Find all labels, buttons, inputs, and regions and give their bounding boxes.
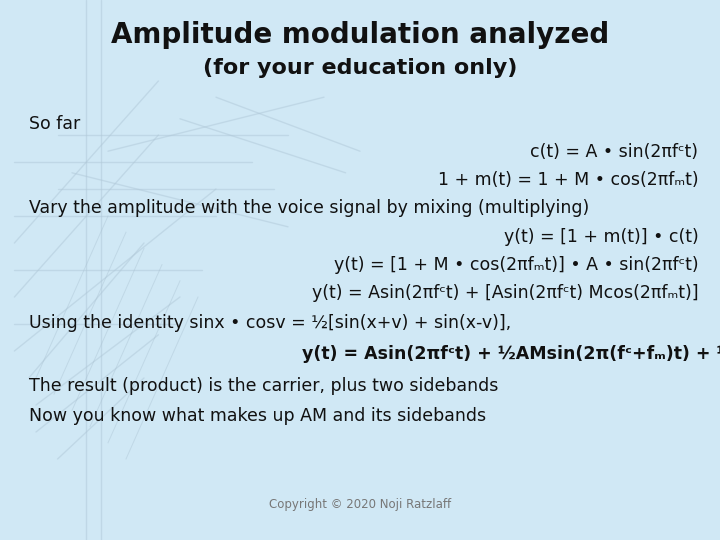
Text: y(t) = Asin(2πfᶜt) + ½AMsin(2π(fᶜ+fₘ)t) + ½AM sin(2π(fᶜ-fₘ)t): y(t) = Asin(2πfᶜt) + ½AMsin(2π(fᶜ+fₘ)t) … bbox=[302, 345, 720, 363]
Text: y(t) = [1 + M • cos(2πfₘt)] • A • sin(2πfᶜt): y(t) = [1 + M • cos(2πfₘt)] • A • sin(2π… bbox=[334, 255, 698, 274]
Text: So far: So far bbox=[29, 115, 80, 133]
Text: (for your education only): (for your education only) bbox=[203, 57, 517, 78]
Text: Now you know what makes up AM and its sidebands: Now you know what makes up AM and its si… bbox=[29, 407, 486, 425]
Text: Using the identity sinx • cosv = ½[sin(x+v) + sin(x-v)],: Using the identity sinx • cosv = ½[sin(x… bbox=[29, 314, 511, 332]
Text: The result (product) is the carrier, plus two sidebands: The result (product) is the carrier, plu… bbox=[29, 377, 498, 395]
Text: Amplitude modulation analyzed: Amplitude modulation analyzed bbox=[111, 21, 609, 49]
Text: 1 + m(t) = 1 + M • cos(2πfₘt): 1 + m(t) = 1 + M • cos(2πfₘt) bbox=[438, 171, 698, 190]
Text: Copyright © 2020 Noji Ratzlaff: Copyright © 2020 Noji Ratzlaff bbox=[269, 498, 451, 511]
Text: y(t) = Asin(2πfᶜt) + [Asin(2πfᶜt) Mcos(2πfₘt)]: y(t) = Asin(2πfᶜt) + [Asin(2πfᶜt) Mcos(2… bbox=[312, 284, 698, 302]
Text: c(t) = A • sin(2πfᶜt): c(t) = A • sin(2πfᶜt) bbox=[531, 143, 698, 161]
Text: Vary the amplitude with the voice signal by mixing (multiplying): Vary the amplitude with the voice signal… bbox=[29, 199, 589, 218]
Text: y(t) = [1 + m(t)] • c(t): y(t) = [1 + m(t)] • c(t) bbox=[504, 227, 698, 246]
